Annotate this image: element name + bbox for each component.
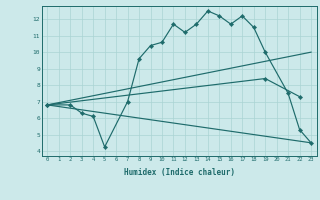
X-axis label: Humidex (Indice chaleur): Humidex (Indice chaleur) xyxy=(124,168,235,177)
